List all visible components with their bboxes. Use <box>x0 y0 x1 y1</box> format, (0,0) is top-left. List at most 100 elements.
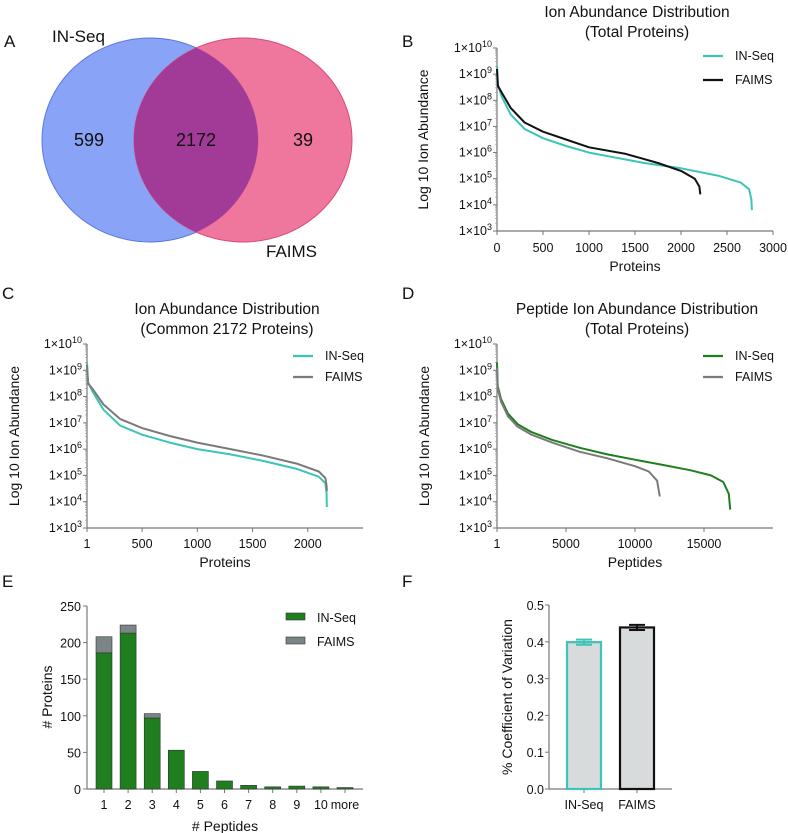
y-tick-label: 1×107 <box>459 117 492 133</box>
y-tick-label: 1×1010 <box>454 335 492 351</box>
y-tick-label: 1×106 <box>459 440 492 456</box>
y-tick-label: 1×109 <box>459 65 492 81</box>
venn-overlap <box>134 38 258 242</box>
bar-faims <box>618 626 656 791</box>
panel-d-chart: Peptide Ion Abundance Distribution (Total… <box>416 301 774 570</box>
x-tick-label: 1 <box>84 537 91 551</box>
bar-in-seq-7 <box>240 785 257 790</box>
x-tick-label: 15000 <box>687 537 722 551</box>
series-line-faims <box>496 68 702 195</box>
x-tick-label: more <box>331 798 360 812</box>
panel-b-chart: Ion Abundance Distribution (Total Protein… <box>415 4 787 274</box>
y-axis-label: Log 10 Ion Abundance <box>6 366 22 506</box>
y-tick-label: 1×105 <box>49 466 82 482</box>
y-tick-label: 0.0 <box>527 783 544 797</box>
chart-title-line: Ion Abundance Distribution <box>544 4 729 21</box>
y-tick-label: 1×104 <box>49 493 82 509</box>
y-axis-label: % Coefficient of Variation <box>499 619 515 775</box>
y-tick-label: 0.4 <box>527 636 544 650</box>
x-tick-label: 1000 <box>183 537 211 551</box>
x-tick-label: 1 <box>494 537 501 551</box>
x-tick-label: IN-Seq <box>565 798 604 812</box>
x-tick-label: 7 <box>245 798 252 812</box>
y-tick-label: 0.3 <box>527 673 544 687</box>
bar-in-seq-1 <box>95 652 113 790</box>
x-tick-label: 1 <box>101 798 108 812</box>
y-tick-label: 0.5 <box>527 599 544 613</box>
bar-faims-3 <box>143 713 161 719</box>
y-tick-label: 250 <box>60 600 81 614</box>
panel-letter-f: F <box>402 572 412 591</box>
y-tick-label: 1×105 <box>459 170 492 186</box>
y-tick-label: 1×107 <box>49 414 82 430</box>
series-line-faims <box>496 367 661 497</box>
y-tick-label: 1×108 <box>459 91 492 107</box>
bar-faims-1 <box>95 636 113 654</box>
x-axis-label: Proteins <box>609 258 660 274</box>
x-tick-label: 9 <box>293 798 300 812</box>
legend-label: FAIMS <box>317 635 355 649</box>
venn-diagram: 599 2172 39 IN-Seq FAIMS <box>41 27 353 261</box>
venn-count-intersection: 2172 <box>176 130 216 150</box>
panel-c-chart: Ion Abundance Distribution (Common 2172 P… <box>6 301 364 570</box>
y-tick-label: 1×108 <box>49 388 82 404</box>
x-tick-label: 3000 <box>759 241 787 255</box>
legend-label: IN-Seq <box>325 349 364 363</box>
x-axis-label: Peptides <box>608 554 662 570</box>
bar-in-seq-6 <box>216 780 233 790</box>
x-tick-label: 2000 <box>294 537 322 551</box>
y-tick-label: 1×108 <box>459 388 492 404</box>
chart-title-line: Peptide Ion Abundance Distribution <box>516 301 758 318</box>
legend-label: FAIMS <box>325 370 363 384</box>
y-tick-label: 100 <box>60 710 81 724</box>
bar-faims-2 <box>119 624 137 634</box>
y-tick-label: 0.1 <box>527 746 544 760</box>
x-tick-label: 2500 <box>713 241 741 255</box>
y-tick-label: 1×103 <box>459 519 492 535</box>
bar-in-seq-8 <box>264 786 282 790</box>
panel-letter-e: E <box>2 572 13 591</box>
y-tick-label: 1×103 <box>49 519 82 535</box>
series-line-in-seq <box>496 362 732 510</box>
bar-in-seq-10 <box>312 786 330 790</box>
venn-label-faims: FAIMS <box>266 242 317 261</box>
x-tick-label: 8 <box>269 798 276 812</box>
x-axis-label: # Peptides <box>192 818 258 833</box>
x-tick-label: 5000 <box>552 537 580 551</box>
legend-swatch <box>285 612 306 621</box>
legend-swatch <box>285 636 306 645</box>
bar-in-seq-3 <box>143 717 161 790</box>
x-tick-label: 1500 <box>621 241 649 255</box>
chart-title-line: (Common 2172 Proteins) <box>140 321 313 338</box>
y-tick-label: 1×104 <box>459 196 492 212</box>
legend-label: IN-Seq <box>317 611 356 625</box>
y-tick-label: 1×107 <box>459 414 492 430</box>
x-tick-label: 6 <box>221 798 228 812</box>
y-tick-label: 1×109 <box>49 361 82 377</box>
x-tick-label: 3 <box>149 798 156 812</box>
x-tick-label: 2000 <box>667 241 695 255</box>
legend-label: IN-Seq <box>735 49 774 63</box>
y-tick-label: 1×109 <box>459 361 492 377</box>
series-line-faims <box>86 364 328 492</box>
x-tick-label: 1500 <box>239 537 267 551</box>
panel-letter-a: A <box>4 32 16 51</box>
x-tick-label: 2 <box>125 798 132 812</box>
x-tick-label: 10 <box>314 798 328 812</box>
y-axis-label: Log 10 Ion Abundance <box>416 366 432 506</box>
y-tick-label: 1×1010 <box>454 39 492 55</box>
y-tick-label: 0.2 <box>527 709 544 723</box>
bar-in-seq-4 <box>168 749 185 790</box>
x-tick-label: 5 <box>197 798 204 812</box>
x-tick-label: 0 <box>494 241 501 255</box>
bar-in-seq <box>565 641 603 791</box>
y-tick-label: 1×106 <box>459 144 492 160</box>
x-tick-label: 4 <box>173 798 180 812</box>
y-tick-label: 1×105 <box>459 466 492 482</box>
y-tick-label: 1×104 <box>459 493 492 509</box>
y-tick-label: 200 <box>60 637 81 651</box>
x-axis-label: Proteins <box>199 554 250 570</box>
venn-count-inseq-only: 599 <box>74 130 104 150</box>
y-tick-label: 1×103 <box>459 222 492 238</box>
